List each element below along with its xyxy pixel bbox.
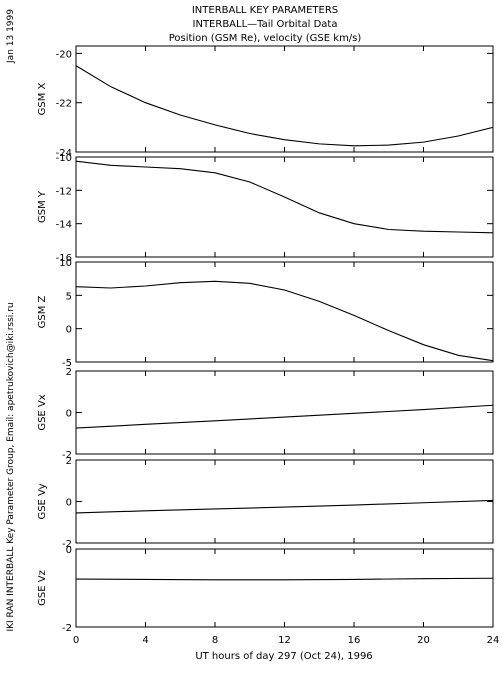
y-tick-label: -2	[62, 450, 72, 461]
y-tick-label: -20	[56, 49, 72, 60]
y-tick-label: -24	[56, 148, 72, 159]
y-axis-label: GSE Vx	[37, 394, 48, 430]
x-tick-label: 0	[73, 635, 79, 646]
panel-frame	[75, 370, 494, 455]
x-axis-label: UT hours of day 297 (Oct 24), 1996	[195, 651, 372, 662]
y-tick-label: -5	[62, 358, 72, 369]
series-line	[75, 577, 494, 581]
y-tick-label: 2	[66, 367, 72, 378]
y-tick-label: -2	[62, 623, 72, 634]
panel-frame	[75, 548, 494, 628]
chart-title-line1: INTERBALL KEY PARAMETERS	[192, 5, 338, 16]
x-tick-label: 8	[212, 635, 218, 646]
y-tick-label: -16	[56, 253, 72, 264]
y-tick-label: 0	[66, 409, 72, 420]
y-axis-label: GSM X	[37, 82, 48, 115]
y-tick-label: 10	[59, 258, 72, 269]
y-tick-label: 2	[66, 456, 72, 467]
x-tick-label: 4	[142, 635, 148, 646]
x-tick-label: 12	[278, 635, 291, 646]
y-tick-label: -14	[56, 220, 72, 231]
y-axis-label: GSE Vz	[37, 570, 48, 606]
y-axis-label: GSM Y	[37, 190, 48, 223]
x-tick-label: 20	[417, 635, 430, 646]
chart-title-line2: INTERBALL—Tail Orbital Data	[193, 19, 338, 30]
panel-frame	[75, 459, 494, 544]
chart-title-line3: Position (GSM Re), velocity (GSE km/s)	[169, 33, 362, 44]
credit-label: IKI RAN INTERBALL Key Parameter Group, E…	[6, 302, 16, 631]
y-tick-label: -2	[62, 539, 72, 550]
series-line	[75, 499, 494, 514]
y-tick-label: 0	[66, 545, 72, 556]
series-line	[75, 65, 494, 147]
series-line	[75, 280, 494, 362]
y-axis-label: GSE Vy	[37, 483, 48, 519]
y-tick-label: -12	[56, 186, 72, 197]
y-tick-label: -10	[56, 153, 72, 164]
x-tick-label: 16	[348, 635, 361, 646]
y-tick-label: 5	[66, 291, 72, 302]
y-tick-label: -22	[56, 99, 72, 110]
y-tick-label: 0	[66, 325, 72, 336]
x-tick-label: 24	[487, 635, 500, 646]
y-axis-label: GSM Z	[37, 295, 48, 328]
series-line	[75, 160, 494, 234]
y-tick-label: 0	[66, 498, 72, 509]
panel-frame	[75, 156, 494, 258]
date-label: Jan 13 1999	[6, 9, 16, 64]
series-line	[75, 404, 494, 429]
